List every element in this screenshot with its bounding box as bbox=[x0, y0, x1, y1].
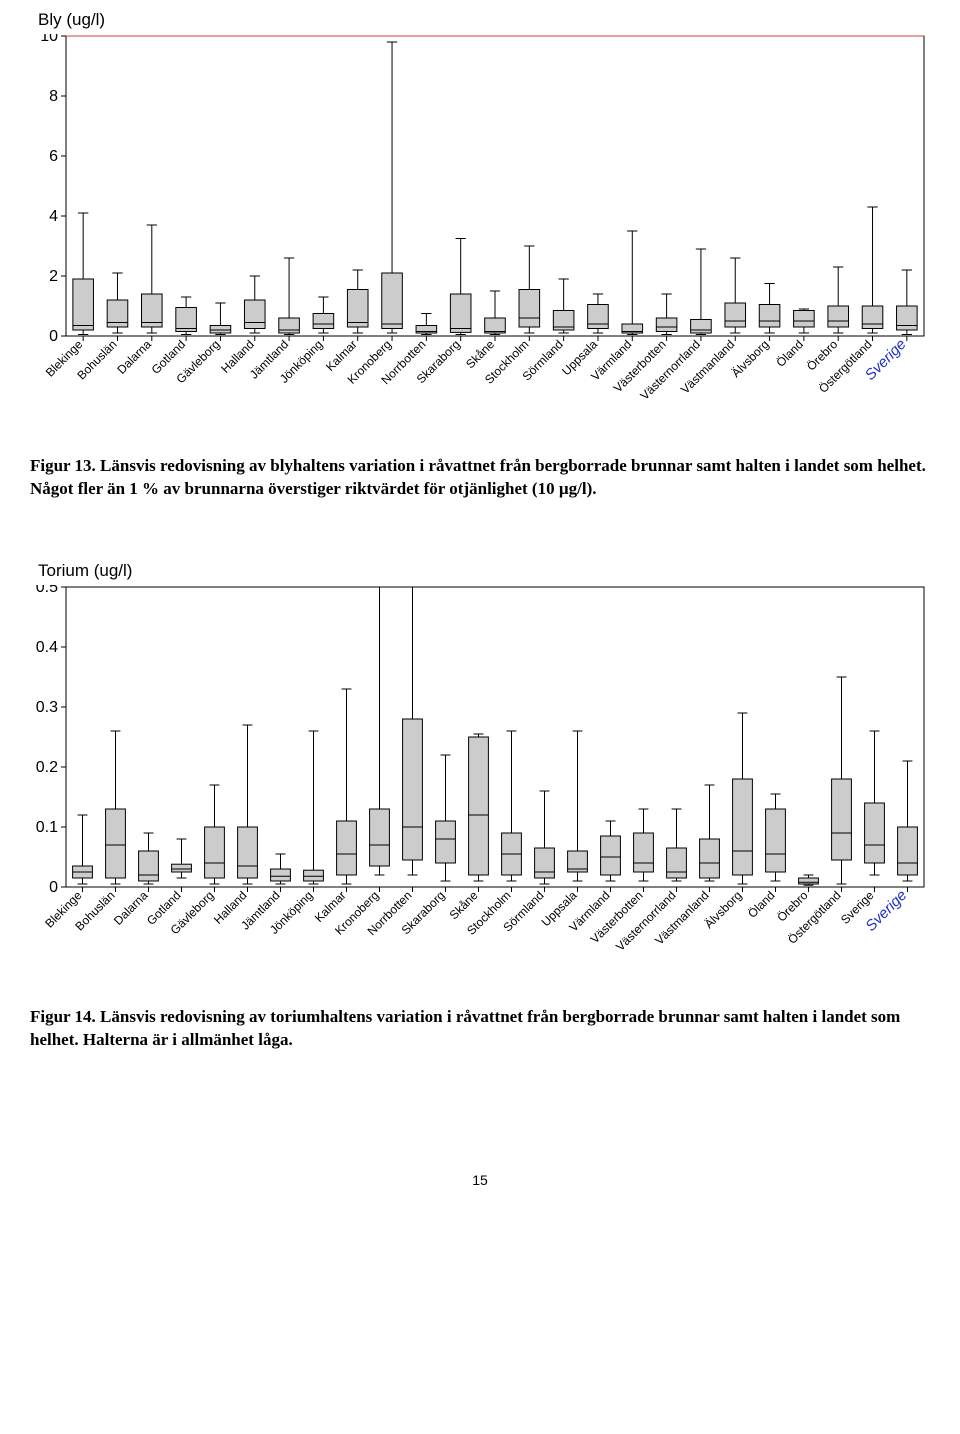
svg-text:0.2: 0.2 bbox=[36, 759, 58, 776]
chart2-title: Torium (ug/l) bbox=[38, 561, 930, 581]
svg-text:Västernorrland: Västernorrland bbox=[637, 337, 703, 403]
chart1-title: Bly (ug/l) bbox=[38, 10, 930, 30]
chart1-svg: 0246810BlekingeBohuslänDalarnaGotlandGäv… bbox=[30, 34, 930, 431]
chart2-block: Torium (ug/l) 00.10.20.30.40.5BlekingeBo… bbox=[30, 561, 930, 982]
chart1-block: Bly (ug/l) 0246810BlekingeBohuslänDalarn… bbox=[30, 10, 930, 431]
svg-text:0.5: 0.5 bbox=[36, 585, 58, 596]
svg-text:0.1: 0.1 bbox=[36, 819, 58, 836]
figure14-caption: Figur 14. Länsvis redovisning av toriumh… bbox=[30, 1006, 930, 1052]
chart2-svg: 00.10.20.30.40.5BlekingeBohuslänDalarnaG… bbox=[30, 585, 930, 982]
svg-text:0.4: 0.4 bbox=[36, 639, 58, 656]
svg-text:6: 6 bbox=[49, 148, 58, 165]
svg-text:Öland: Öland bbox=[745, 888, 778, 921]
page-number: 15 bbox=[0, 1172, 960, 1188]
figure13-caption: Figur 13. Länsvis redovisning av blyhalt… bbox=[30, 455, 930, 501]
page: Bly (ug/l) 0246810BlekingeBohuslänDalarn… bbox=[0, 0, 960, 1248]
svg-text:2: 2 bbox=[49, 268, 58, 285]
svg-text:Öland: Öland bbox=[773, 337, 806, 370]
svg-text:8: 8 bbox=[49, 88, 58, 105]
svg-text:4: 4 bbox=[49, 208, 58, 225]
svg-text:0: 0 bbox=[49, 879, 58, 896]
svg-text:Älvsborg: Älvsborg bbox=[729, 337, 772, 380]
svg-text:0.3: 0.3 bbox=[36, 699, 58, 716]
svg-text:Dalarna: Dalarna bbox=[114, 337, 154, 377]
svg-text:10: 10 bbox=[40, 34, 58, 45]
svg-text:Dalarna: Dalarna bbox=[111, 888, 151, 928]
svg-text:0: 0 bbox=[49, 328, 58, 345]
